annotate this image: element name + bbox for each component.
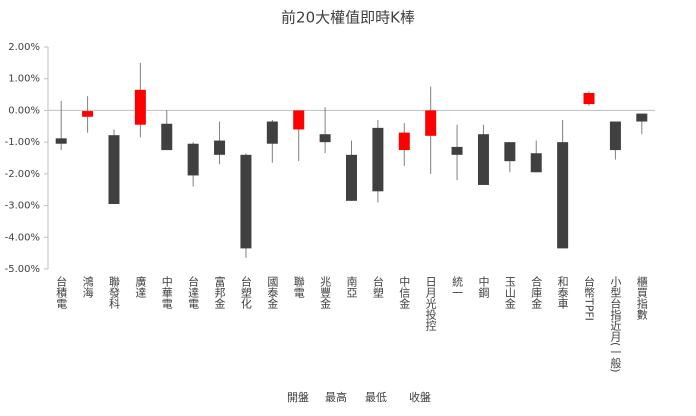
x-tick-label: 廣達 xyxy=(134,275,147,298)
x-tick-label: 鴻海 xyxy=(81,275,94,299)
x-tick-label: 櫃買指數 xyxy=(635,275,648,321)
candle-body xyxy=(346,154,357,201)
candle-body xyxy=(557,142,569,249)
x-tick-label: 玉山金 xyxy=(503,276,516,309)
x-tick-label: 合庫金 xyxy=(530,275,543,309)
x-tick-label: 小型台指近月(一般) xyxy=(609,276,622,373)
y-tick-label: -5.00% xyxy=(5,264,40,275)
candle-body xyxy=(319,134,331,143)
x-tick-label: 台幣TPFI xyxy=(583,275,596,321)
candle-body xyxy=(214,140,226,155)
legend-label: 最高 xyxy=(325,390,347,404)
y-tick-label: 2.00% xyxy=(8,42,40,53)
candle-body xyxy=(293,110,305,130)
y-tick-label: -3.00% xyxy=(5,201,40,212)
candle-body xyxy=(451,146,463,155)
x-tick-label: 聯電 xyxy=(292,276,305,298)
x-tick-label: 台塑 xyxy=(371,275,384,298)
x-tick-label: 兆豐金 xyxy=(319,276,332,309)
x-tick-label: 聯發科 xyxy=(107,276,120,309)
candle-body xyxy=(187,143,199,176)
x-tick-label: 統一 xyxy=(451,275,464,298)
x-tick-label: 中信金 xyxy=(398,276,411,309)
candle-body xyxy=(372,127,384,192)
candle-body xyxy=(240,154,252,249)
candle-body xyxy=(504,142,516,162)
legend-label: 收盤 xyxy=(409,390,431,404)
x-tick-label: 中鋼 xyxy=(477,276,490,299)
legend-label: 開盤 xyxy=(287,391,309,404)
x-tick-label: 台積電 xyxy=(55,275,68,309)
x-tick-label: 中華電 xyxy=(160,276,173,309)
x-tick-label: 日月光投控 xyxy=(424,276,437,331)
candle-body xyxy=(530,153,542,173)
x-tick-label: 台達電 xyxy=(187,275,200,309)
x-tick-label: 南亞 xyxy=(345,276,358,298)
candle-body xyxy=(266,121,278,144)
candle-body xyxy=(108,135,120,204)
candle-body xyxy=(55,138,67,144)
y-tick-label: 0.00% xyxy=(8,105,40,116)
candle-body xyxy=(425,110,437,136)
chart-title: 前20大權值即時K棒 xyxy=(281,9,415,27)
candle-body xyxy=(398,132,410,151)
y-tick-label: -2.00% xyxy=(5,169,40,180)
y-tick-label: -4.00% xyxy=(5,232,40,243)
x-tick-label: 和泰車 xyxy=(556,276,569,310)
candle-body xyxy=(82,111,94,117)
x-tick-label: 台塑化 xyxy=(239,275,252,310)
candle-body xyxy=(134,89,146,125)
candle-body xyxy=(583,92,595,105)
candle-body xyxy=(636,113,648,122)
x-tick-label: 富邦金 xyxy=(213,275,226,309)
y-tick-label: 1.00% xyxy=(8,74,40,85)
x-tick-label: 國泰金 xyxy=(266,276,279,309)
candle-body xyxy=(161,123,173,151)
candle-body xyxy=(609,121,621,151)
legend-label: 最低 xyxy=(365,391,387,404)
candle-body xyxy=(477,134,489,185)
y-tick-label: -1.00% xyxy=(5,137,40,148)
